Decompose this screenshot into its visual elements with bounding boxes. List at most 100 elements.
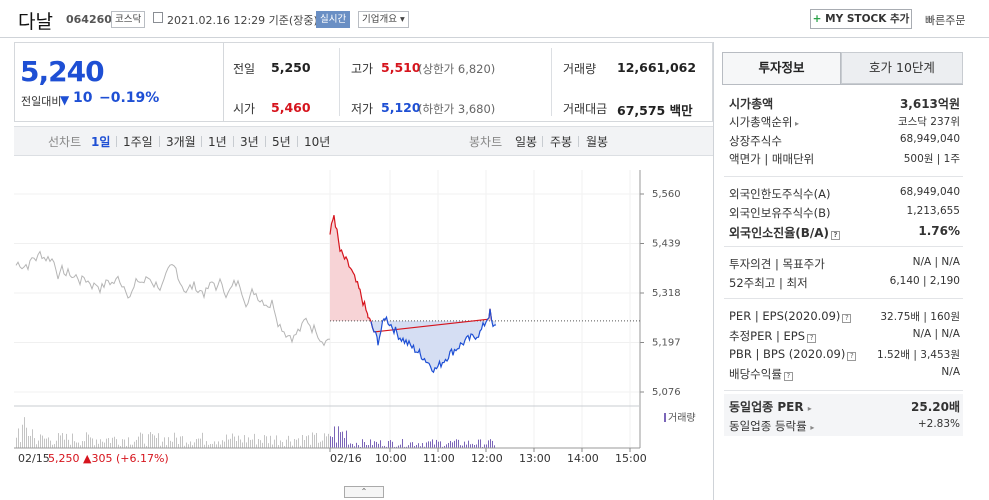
help-icon[interactable]: ? — [783, 372, 793, 381]
volume-bar-prev — [246, 442, 247, 448]
tab-1week[interactable]: 1주일 — [123, 135, 153, 149]
info-row: 시가총액 3,613억원 — [729, 95, 960, 113]
volume-bar — [428, 441, 429, 448]
volume-bar-prev — [266, 436, 267, 448]
volume-bar — [468, 440, 469, 448]
volume-bar — [430, 441, 431, 448]
tab-weekly-candle[interactable]: 주봉 — [550, 135, 573, 149]
volume-bar-prev — [206, 441, 207, 448]
volume-bar-prev — [86, 432, 87, 448]
stats-divider — [339, 48, 340, 116]
volume-bar-prev — [300, 445, 301, 448]
volume-bar-prev — [194, 442, 195, 448]
help-icon[interactable]: ? — [847, 352, 857, 361]
volume-bar — [420, 446, 421, 448]
volume-bar-prev — [226, 434, 227, 448]
volume-bar-prev — [162, 441, 163, 448]
volume-bar-prev — [24, 417, 25, 448]
info-row-label: 추정PER | EPS — [729, 329, 806, 343]
sector-per-row[interactable]: 동일업종 PER ▸ 25.20배 — [729, 398, 960, 416]
corp-overview-dropdown[interactable]: 기업개요 ▾ — [358, 11, 409, 28]
price-chart[interactable]: 5,560 5,439 5,318 5,197 5,076 02/16 10:00 11:0… — [14, 170, 713, 486]
tab-10year[interactable]: 10년 — [304, 135, 331, 149]
volume-bar-prev — [66, 433, 67, 448]
volume-bar — [486, 444, 487, 448]
volume-bar-prev — [184, 445, 185, 448]
sector-box — [724, 394, 963, 436]
info-row-value: 코스닥 237위 — [897, 116, 960, 128]
volume-bar-prev — [52, 444, 53, 448]
sector-rate-row[interactable]: 동일업종 등락률 ▸ +2.83% — [729, 418, 960, 436]
volume-bar-prev — [290, 441, 291, 448]
info-row-label: PBR | BPS (2020.09) — [729, 347, 846, 361]
volume-bar — [474, 445, 475, 448]
volume-bar-prev — [190, 441, 191, 448]
volume-bar — [372, 445, 373, 448]
tab-5year[interactable]: 5년 — [272, 135, 291, 149]
add-mystock-button[interactable]: + MY STOCK 추가 — [810, 9, 912, 29]
volume-bar-prev — [120, 445, 121, 448]
volume-bar-prev — [176, 437, 177, 448]
volume-bar-prev — [32, 429, 33, 448]
volume-bar — [346, 430, 347, 448]
volume-bar-prev — [154, 435, 155, 448]
x-axis-ticks: 02/16 10:00 11:00 12:00 13:00 14:00 15:00 — [329, 448, 647, 465]
volume-bar-prev — [160, 445, 161, 448]
volume-bar — [360, 446, 361, 448]
x-tick-label: 11:00 — [423, 452, 455, 465]
stats-box — [223, 42, 713, 122]
volume-bar-prev — [174, 432, 175, 448]
tab-1year[interactable]: 1년 — [208, 135, 227, 149]
tab-separator — [201, 136, 202, 147]
volume-bar-prev — [146, 445, 147, 448]
tab-3year[interactable]: 3년 — [240, 135, 259, 149]
info-row: 추정PER | EPS? N/A | N/A — [729, 328, 960, 346]
info-row: 배당수익률? N/A — [729, 366, 960, 384]
x-tick-label: 12:00 — [471, 452, 503, 465]
realtime-badge[interactable]: 실시간 — [316, 11, 351, 28]
volume-bar-prev — [150, 432, 151, 448]
y-axis-ticks: 5,560 5,439 5,318 5,197 5,076 — [639, 170, 681, 448]
info-row: 액면가 | 매매단위 500원 | 1주 — [729, 151, 960, 169]
volume-bar-prev — [18, 428, 19, 448]
volume-bar-prev — [304, 439, 305, 448]
stock-code: 064260 — [66, 13, 112, 26]
volume-bar-prev — [312, 432, 313, 448]
tab-order-book[interactable]: 호가 10단계 — [841, 52, 963, 84]
side-panel — [713, 42, 989, 500]
x-tick-label: 14:00 — [567, 452, 599, 465]
help-icon[interactable]: ? — [807, 334, 817, 343]
help-icon[interactable]: ? — [831, 231, 841, 240]
volume-bar — [458, 439, 459, 448]
quick-order-link[interactable]: 빠른주문 — [925, 14, 966, 27]
volume-bar-prev — [178, 443, 179, 448]
volume-bar-prev — [288, 435, 289, 448]
tab-separator — [233, 136, 234, 147]
volume-bar — [424, 446, 425, 448]
volume-bar-prev — [136, 439, 137, 448]
info-row-value: 1.76% — [918, 224, 960, 238]
info-row: 외국인보유주식수(B) 1,213,655 — [729, 205, 960, 223]
help-icon[interactable]: ? — [842, 314, 852, 323]
volume-bar-prev — [326, 436, 327, 448]
info-row-label: 외국인소진율(B/A) — [729, 226, 830, 240]
info-row-value: 32.75배 | 160원 — [880, 311, 960, 323]
volume-bar-prev — [294, 439, 295, 448]
volume-bar — [454, 440, 455, 448]
tab-daily-candle[interactable]: 일봉 — [515, 135, 538, 149]
volume-bar — [382, 446, 383, 448]
volume-bar-prev — [306, 436, 307, 448]
tab-monthly-candle[interactable]: 월봉 — [586, 135, 609, 149]
volume-bar — [406, 446, 407, 448]
volume-bar-prev — [30, 435, 31, 448]
tab-3month[interactable]: 3개월 — [166, 135, 196, 149]
info-row-value: N/A | N/A — [912, 328, 960, 340]
tab-investment-info[interactable]: 투자정보 — [722, 52, 841, 84]
arrow-right-icon[interactable]: ▸ — [792, 119, 800, 128]
y-tick-label: 5,439 — [652, 239, 681, 250]
volume-bar-prev — [208, 444, 209, 448]
info-section-divider — [724, 298, 963, 299]
chart-scroll-handle[interactable]: ⌃ — [344, 486, 384, 498]
tab-1day[interactable]: 1일 — [91, 135, 111, 149]
info-row: 외국인한도주식수(A) 68,949,040 — [729, 186, 960, 204]
